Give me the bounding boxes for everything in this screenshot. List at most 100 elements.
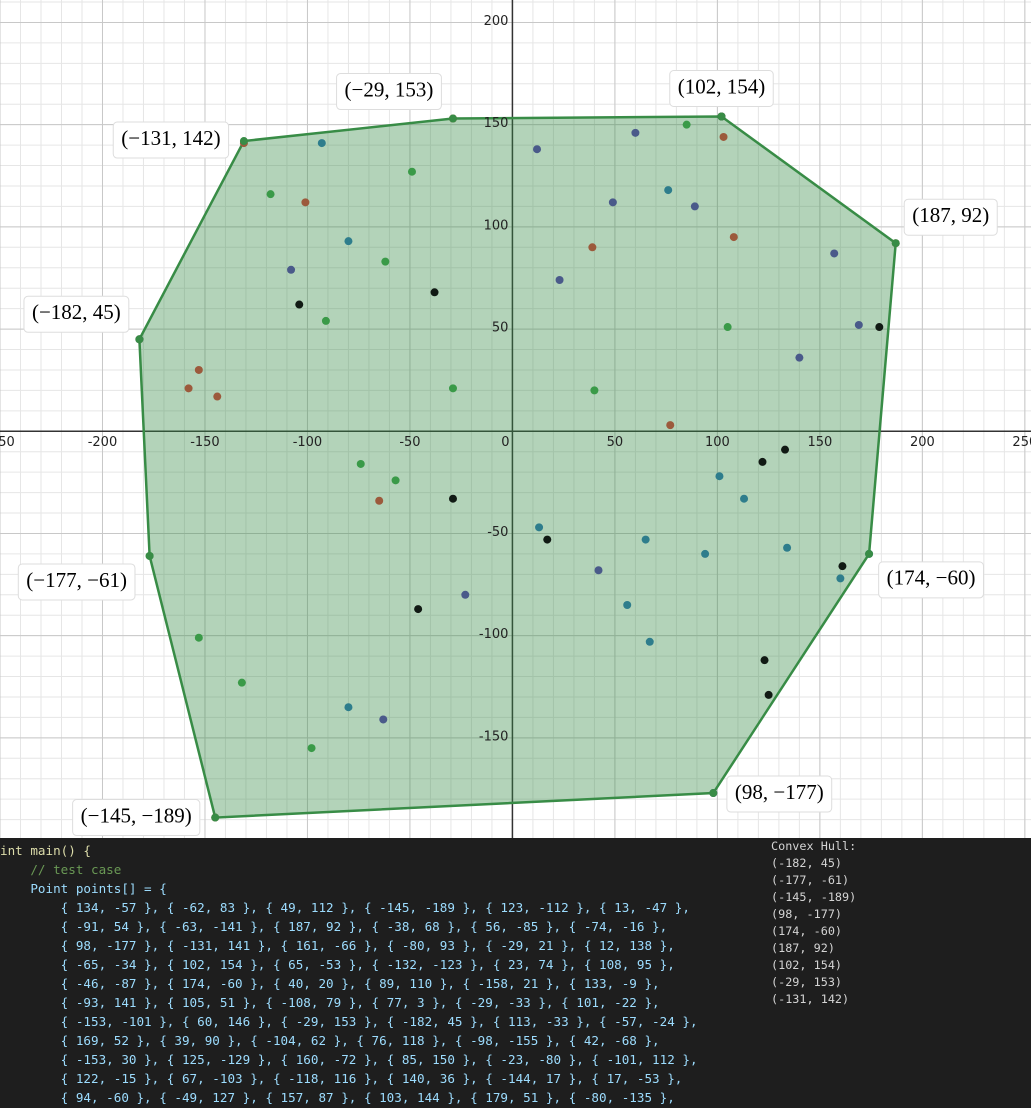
x-tick-label: -250 <box>0 435 15 450</box>
point <box>645 637 654 646</box>
output-line: Convex Hull: <box>771 839 857 853</box>
output-line: (-177, -61) <box>771 873 850 887</box>
hull-label: (−182, 45) <box>32 300 121 324</box>
code-line: { -153, 30 }, { 125, -129 }, { 160, -72 … <box>0 1052 698 1067</box>
point <box>854 320 863 329</box>
label-box <box>23 295 130 333</box>
point <box>266 190 275 199</box>
point <box>301 198 310 207</box>
point <box>317 139 326 148</box>
point <box>875 323 884 332</box>
point <box>448 494 457 503</box>
point <box>533 145 542 154</box>
hull-vertex <box>891 239 900 248</box>
hull-vertex <box>717 112 726 121</box>
point <box>701 549 710 558</box>
point <box>830 249 839 258</box>
output-line: (102, 154) <box>771 958 843 972</box>
point <box>588 243 597 252</box>
hull-vertex <box>709 789 718 798</box>
x-tick-label: -50 <box>399 435 420 450</box>
point <box>740 494 749 503</box>
point <box>430 288 439 297</box>
graph: -250 -200 -150 -100 -50 0 50 100 150 200 250 -150 -1… <box>0 0 1031 838</box>
point <box>836 574 845 583</box>
point <box>590 386 599 395</box>
point <box>194 365 203 374</box>
point <box>213 392 222 401</box>
point <box>608 198 617 207</box>
code-line: Point points[] = { <box>0 881 167 896</box>
label-box <box>903 198 998 236</box>
code-line: { -93, 141 }, { 105, 51 }, { -108, 79 },… <box>0 995 660 1010</box>
x-tick-label: -150 <box>190 435 220 450</box>
hull-label: (98, −177) <box>735 780 824 804</box>
point <box>783 543 792 552</box>
editor-panel: int main() { // test case Point points[]… <box>0 838 1031 1108</box>
point <box>758 457 767 466</box>
console-output: Convex Hull: (-182, 45) (-177, -61) (-145, … <box>771 838 1031 1008</box>
x-tick-label: 150 <box>807 435 832 450</box>
point <box>729 233 738 242</box>
point <box>461 590 470 599</box>
point <box>321 316 330 325</box>
point <box>594 566 603 575</box>
code-line: { 98, -177 }, { -131, 141 }, { 161, -66 … <box>0 938 675 953</box>
hull-label: (102, 154) <box>678 74 766 98</box>
convex-hull <box>138 115 898 819</box>
output-line: (98, -177) <box>771 907 843 921</box>
point <box>448 384 457 393</box>
point <box>690 202 699 211</box>
point <box>535 523 544 532</box>
hull-label: (−145, −189) <box>81 803 192 827</box>
point <box>184 384 193 393</box>
point <box>375 496 384 505</box>
code-line: // test case <box>0 862 122 877</box>
label-box <box>17 563 136 601</box>
hull-vertex <box>135 335 144 344</box>
output-line: (174, -60) <box>771 924 843 938</box>
point <box>391 476 400 485</box>
code-line: { -65, -34 }, { 102, 154 }, { 65, -53 },… <box>0 957 675 972</box>
point <box>666 421 675 430</box>
y-tick-label: -100 <box>479 627 509 642</box>
point <box>295 300 304 309</box>
y-tick-label: 50 <box>492 321 509 336</box>
point <box>781 445 790 454</box>
label-box <box>669 70 774 108</box>
code-line: { -91, 54 }, { -63, -141 }, { 187, 92 },… <box>0 919 668 934</box>
point <box>760 656 769 665</box>
point <box>379 715 388 724</box>
point <box>381 257 390 266</box>
x-tick-label: 0 <box>501 435 509 450</box>
y-tick-label: 200 <box>484 14 509 29</box>
output-line: (-131, 142) <box>771 992 850 1006</box>
output-line: (187, 92) <box>771 941 835 955</box>
point <box>838 562 847 571</box>
point <box>344 237 353 246</box>
x-tick-label: 250 <box>1012 435 1031 450</box>
output-line: (-29, 153) <box>771 975 843 989</box>
x-tick-label: 50 <box>607 435 624 450</box>
code-line: { 94, -60 }, { -49, 127 }, { 157, 87 }, … <box>0 1090 675 1105</box>
label-box <box>726 775 833 813</box>
hull-vertex <box>448 114 457 123</box>
plot <box>135 112 900 822</box>
hull-vertex <box>211 813 220 822</box>
point <box>307 744 316 753</box>
hull-label: (187, 92) <box>912 203 989 227</box>
label-box <box>72 799 201 837</box>
point <box>719 132 728 141</box>
point <box>237 678 246 687</box>
point <box>715 472 724 481</box>
point <box>631 128 640 137</box>
y-tick-label: 100 <box>484 218 509 233</box>
hull-vertex <box>239 137 248 146</box>
code-line: { 122, -15 }, { 67, -103 }, { -118, 116 … <box>0 1071 683 1086</box>
code-line: int main() { <box>0 843 91 858</box>
code-line: { -46, -87 }, { 174, -60 }, { 40, 20 }, … <box>0 976 660 991</box>
point <box>555 276 564 285</box>
x-tick-label: 200 <box>910 435 935 450</box>
hull-label: (−29, 153) <box>345 77 434 101</box>
point <box>287 265 296 274</box>
